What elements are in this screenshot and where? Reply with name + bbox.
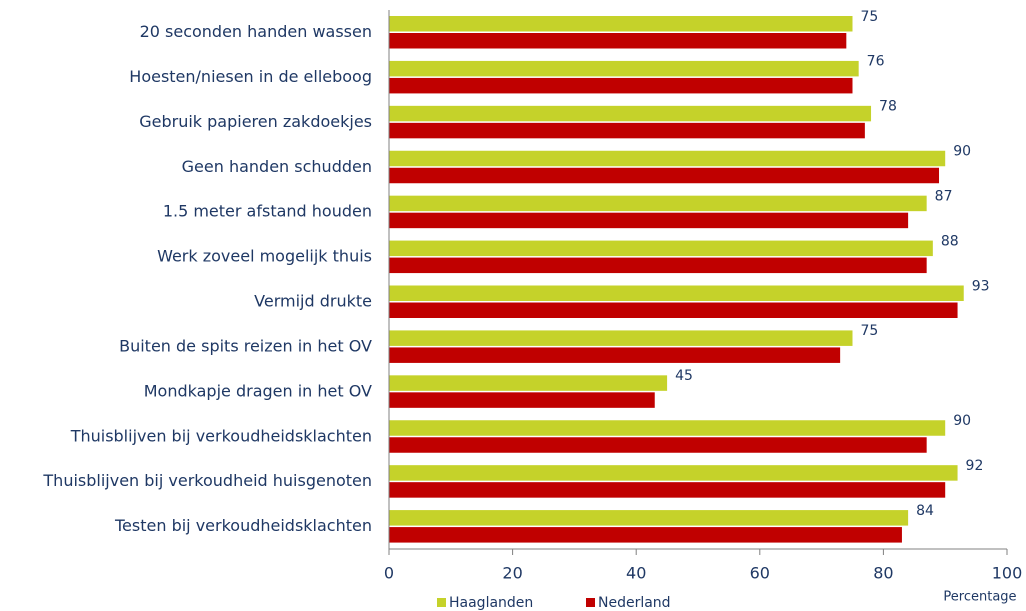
bar (389, 150, 946, 167)
bar (389, 195, 927, 212)
bar (389, 16, 853, 32)
y-tick-label: 1.5 meter afstand houden (163, 202, 372, 221)
bar (389, 285, 964, 301)
bar (389, 510, 909, 526)
data-label: 93 (972, 278, 990, 294)
bar (389, 167, 940, 184)
data-label: 90 (953, 144, 971, 160)
data-label: 88 (941, 233, 959, 249)
y-tick-label: Testen bij verkoudheidsklachten (114, 516, 372, 535)
bar (389, 105, 872, 122)
bar (389, 240, 933, 257)
bar (389, 375, 668, 391)
data-label: 76 (867, 54, 885, 70)
x-tick-label: 60 (750, 564, 770, 583)
y-tick-label: Werk zoveel mogelijk thuis (157, 247, 372, 266)
y-tick-label: 20 seconden handen wassen (140, 22, 372, 41)
bar (389, 465, 958, 481)
bar (389, 420, 946, 436)
bar (389, 122, 865, 139)
legend-label: Nederland (598, 595, 671, 611)
x-tick-label: 20 (502, 564, 522, 583)
data-label: 90 (953, 413, 971, 429)
x-axis-label: Percentage (943, 590, 1016, 605)
bar (389, 330, 853, 346)
data-label: 45 (675, 368, 693, 384)
legend-label: Haaglanden (449, 595, 533, 611)
bar (389, 60, 859, 77)
y-tick-label: Gebruik papieren zakdoekjes (139, 112, 372, 131)
bar (389, 437, 927, 453)
data-label: 75 (861, 323, 879, 339)
bar (389, 392, 655, 408)
bar (389, 527, 902, 543)
data-label: 78 (879, 99, 897, 115)
y-tick-label: Buiten de spits reizen in het OV (119, 336, 372, 355)
x-tick-label: 40 (626, 564, 646, 583)
y-tick-label: Mondkapje dragen in het OV (144, 381, 372, 400)
y-tick-label: Thuisblijven bij verkoudheidsklachten (70, 426, 372, 445)
bar (389, 77, 853, 94)
bar (389, 212, 909, 229)
data-label: 84 (916, 503, 934, 519)
data-label: 75 (861, 9, 879, 25)
y-tick-label: Thuisblijven bij verkoudheid huisgenoten (42, 471, 372, 490)
legend-swatch (586, 598, 595, 607)
x-tick-label: 100 (992, 564, 1023, 583)
bar (389, 482, 946, 498)
y-tick-label: Geen handen schudden (182, 157, 372, 176)
data-label: 87 (935, 188, 953, 204)
bar (389, 347, 841, 363)
x-tick-label: 80 (873, 564, 893, 583)
data-label: 92 (966, 458, 984, 474)
legend-swatch (437, 598, 446, 607)
bar (389, 257, 927, 274)
y-tick-label: Hoesten/niesen in de elleboog (129, 67, 372, 86)
bar (389, 33, 847, 49)
bar (389, 302, 958, 318)
y-tick-label: Vermijd drukte (254, 292, 372, 311)
x-tick-label: 0 (384, 564, 394, 583)
